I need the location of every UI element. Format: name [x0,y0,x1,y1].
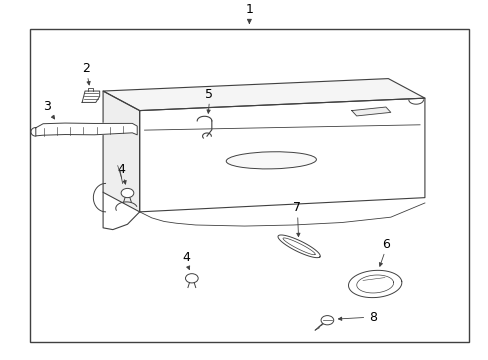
Ellipse shape [226,152,316,169]
Text: 4: 4 [118,163,125,176]
Polygon shape [277,235,320,258]
Text: 6: 6 [381,238,389,251]
Text: 4: 4 [182,251,189,264]
Polygon shape [36,123,137,136]
Bar [30,29,468,342]
Text: 5: 5 [205,87,213,101]
Text: 1: 1 [245,4,253,17]
Text: 3: 3 [43,100,51,113]
Polygon shape [351,107,390,116]
Polygon shape [348,270,401,298]
Circle shape [121,188,134,198]
Text: 8: 8 [368,311,376,324]
Text: 7: 7 [293,201,301,214]
Polygon shape [103,192,140,230]
Polygon shape [103,78,424,111]
Circle shape [185,274,198,283]
Circle shape [321,316,333,325]
Text: 2: 2 [82,62,90,75]
Polygon shape [103,91,140,212]
Polygon shape [140,98,424,212]
Polygon shape [82,91,100,102]
